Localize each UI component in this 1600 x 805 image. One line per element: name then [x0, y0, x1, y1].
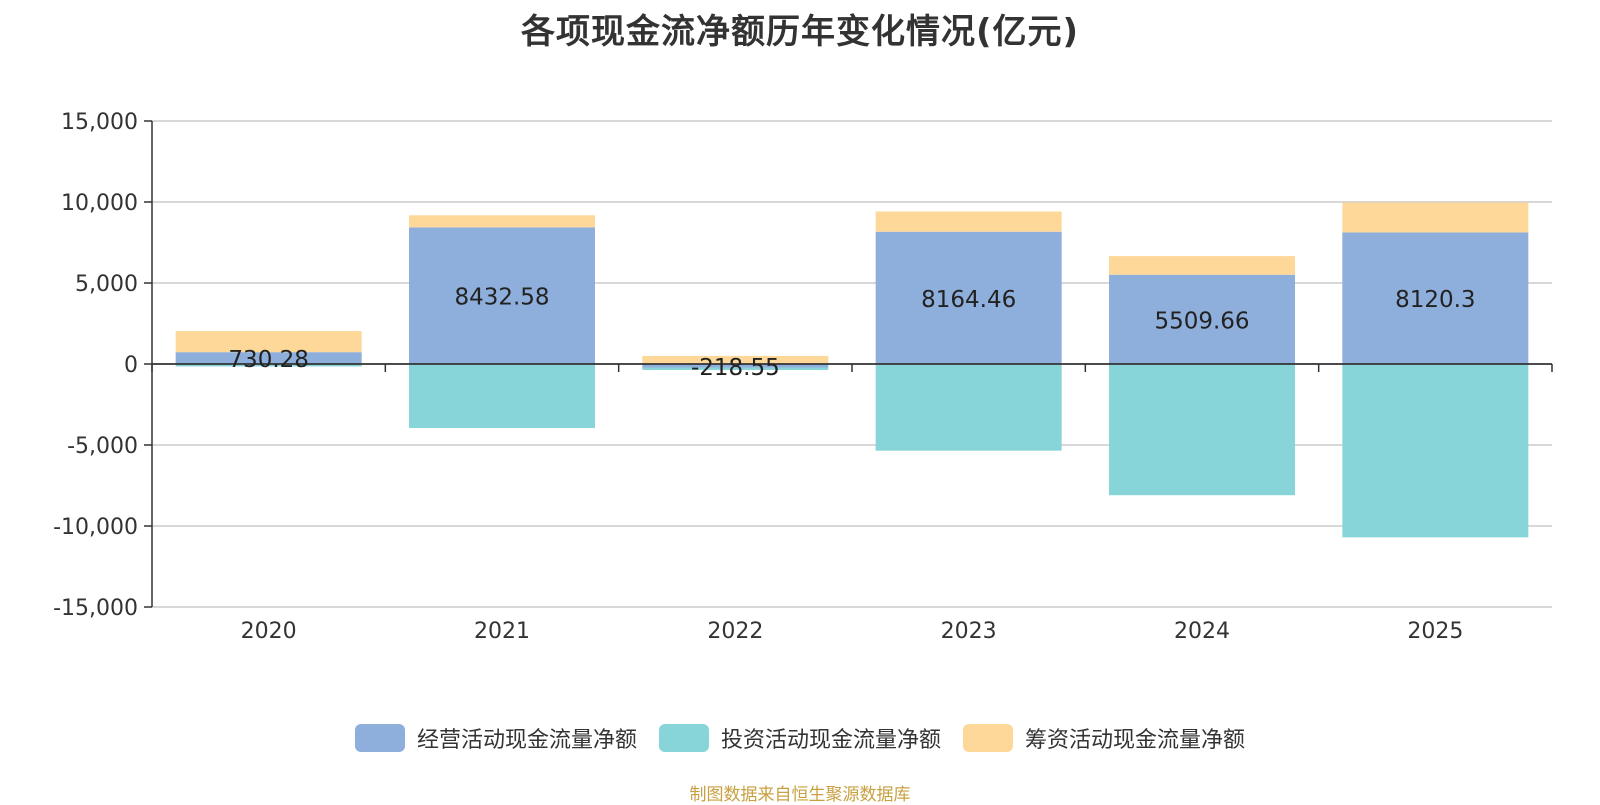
x-tick-label: 2021 — [474, 619, 530, 644]
x-tick-label: 2024 — [1174, 619, 1230, 644]
bar-investing-2024 — [1109, 364, 1295, 496]
data-label: 8164.46 — [921, 287, 1016, 313]
y-tick-label: 5,000 — [75, 272, 138, 297]
x-tick-label: 2020 — [241, 619, 297, 644]
bar-investing-2021 — [409, 364, 595, 428]
data-label: 8120.3 — [1395, 287, 1475, 313]
bar-operating-2020 — [175, 352, 362, 364]
bar-financing-2024 — [1109, 256, 1295, 275]
y-tick-label: 15,000 — [61, 110, 138, 135]
bar-investing-2020 — [175, 364, 362, 367]
source-note: 制图数据来自恒生聚源数据库 — [689, 785, 911, 805]
legend-item-operating[interactable]: 经营活动现金流量净额 — [354, 722, 637, 754]
bar-investing-2023 — [875, 364, 1062, 451]
bar-operating-2024 — [1109, 274, 1295, 364]
x-tick-label: 2025 — [1407, 619, 1463, 644]
legend-label-financing: 筹资活动现金流量净额 — [1025, 728, 1246, 753]
bar-financing-2025 — [1342, 202, 1529, 233]
legend-swatch-operating — [354, 724, 405, 752]
legend-swatch-investing — [658, 724, 709, 752]
bar-financing-2023 — [875, 211, 1062, 232]
legend: 经营活动现金流量净额 投资活动现金流量净额 筹资活动现金流量净额 — [0, 722, 1600, 754]
bar-financing-2020 — [175, 331, 362, 353]
y-tick-label: -10,000 — [53, 515, 138, 540]
data-label: 730.28 — [228, 347, 308, 373]
bar-investing-2022 — [642, 367, 829, 370]
data-label: 5509.66 — [1154, 308, 1249, 334]
bar-financing-2022 — [642, 355, 829, 364]
chart-title: 各项现金流净额历年变化情况(亿元) — [520, 12, 1080, 52]
data-label: -218.55 — [691, 355, 780, 381]
legend-item-investing[interactable]: 投资活动现金流量净额 — [658, 722, 941, 754]
y-tick-label: -5,000 — [67, 434, 138, 459]
data-label: 8432.58 — [454, 285, 549, 311]
bar-investing-2025 — [1342, 364, 1529, 538]
y-tick-label: -15,000 — [53, 596, 138, 621]
bar-financing-2021 — [409, 215, 595, 228]
x-tick-label: 2023 — [941, 619, 997, 644]
legend-label-operating: 经营活动现金流量净额 — [416, 728, 637, 753]
legend-item-financing[interactable]: 筹资活动现金流量净额 — [963, 722, 1245, 754]
bar-operating-2025 — [1342, 232, 1529, 364]
x-tick-label: 2022 — [707, 619, 763, 644]
bar-operating-2021 — [409, 227, 595, 364]
legend-label-investing: 投资活动现金流量净额 — [720, 728, 941, 753]
legend-swatch-financing — [963, 724, 1013, 752]
y-tick-label: 0 — [124, 353, 138, 378]
bar-operating-2022 — [642, 364, 829, 368]
y-tick-label: 10,000 — [61, 191, 138, 216]
bar-operating-2023 — [875, 231, 1062, 364]
